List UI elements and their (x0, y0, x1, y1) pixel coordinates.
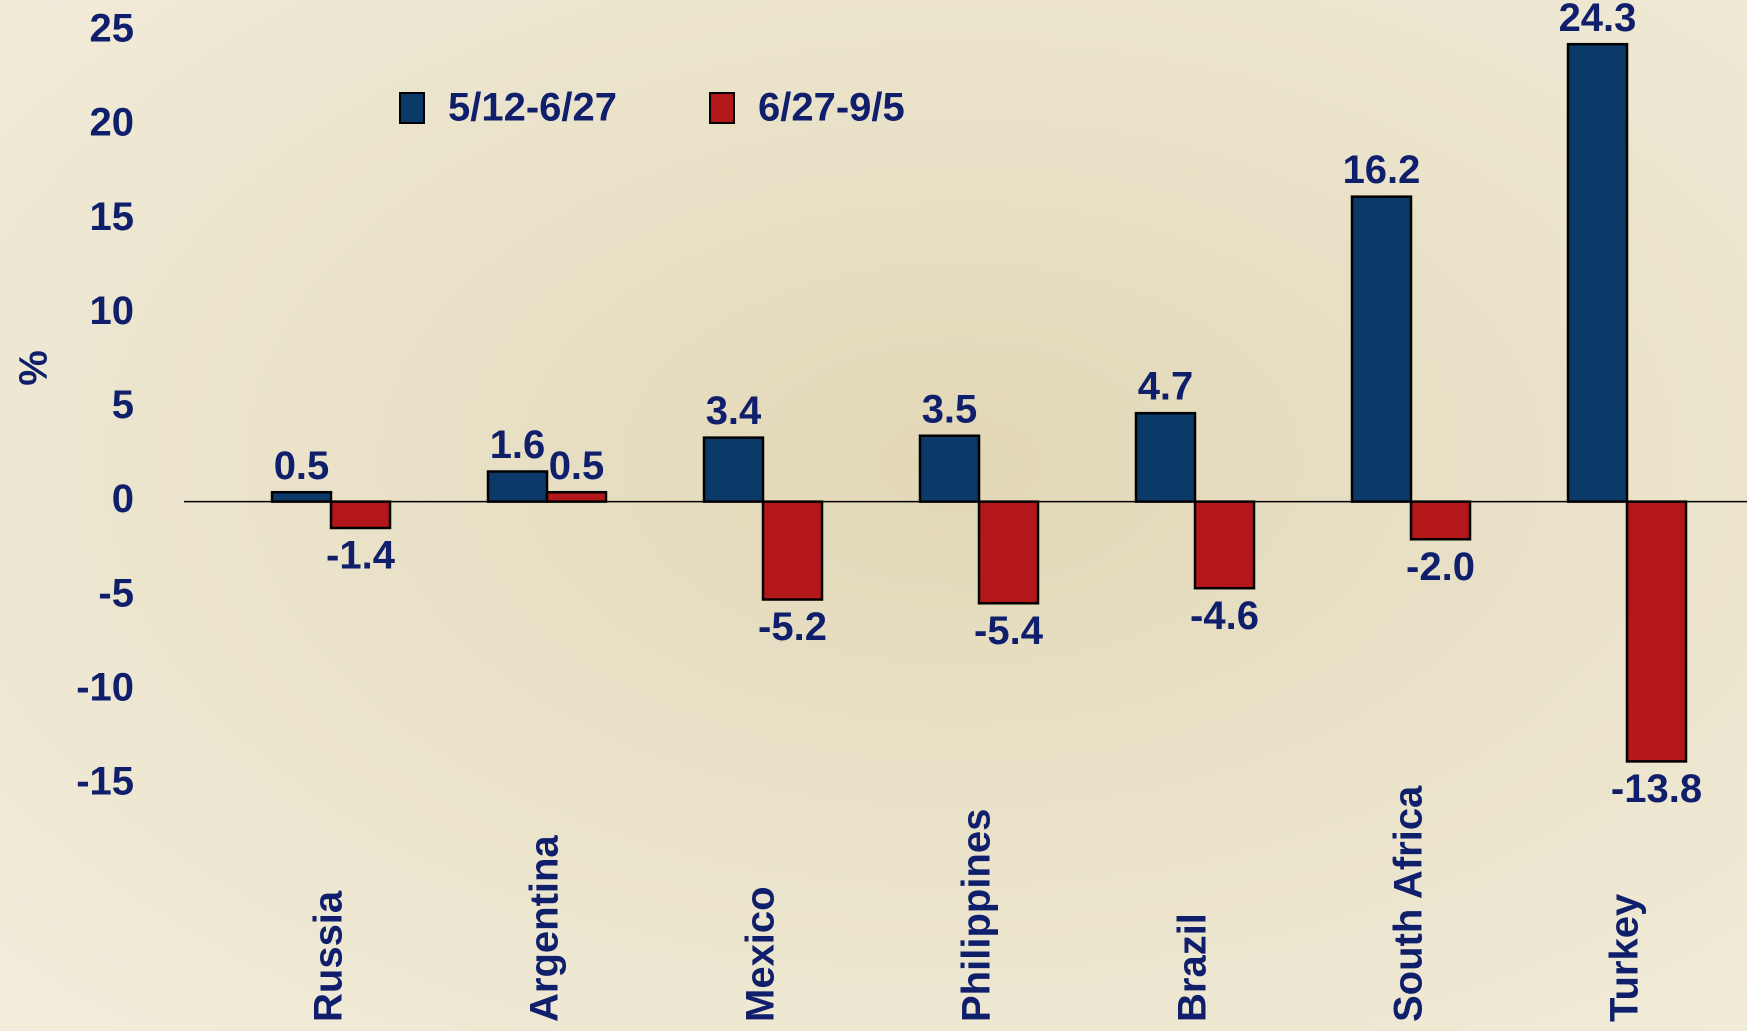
legend-swatch (710, 93, 734, 123)
value-label: -1.4 (326, 534, 396, 578)
bar (1568, 44, 1627, 501)
value-label: 0.5 (274, 444, 330, 488)
bar (920, 436, 979, 502)
x-tick-label: Mexico (739, 886, 783, 1022)
bar (763, 502, 822, 600)
y-tick-label: -10 (76, 665, 134, 709)
value-label: -5.4 (974, 609, 1044, 653)
value-label: 3.4 (706, 389, 762, 433)
y-tick-label: 20 (90, 101, 135, 145)
bar (272, 492, 331, 501)
y-tick-label: 10 (90, 289, 135, 333)
bar (547, 492, 606, 501)
bar (331, 502, 390, 528)
value-label: -4.6 (1190, 594, 1259, 638)
bar (979, 502, 1038, 604)
y-tick-label: -5 (98, 571, 134, 615)
value-label: -2.0 (1406, 545, 1475, 589)
value-label: 3.5 (922, 387, 978, 431)
value-label: -13.8 (1611, 767, 1702, 811)
bar (1627, 502, 1686, 762)
value-label: 24.3 (1559, 0, 1637, 40)
x-tick-label: South Africa (1387, 785, 1431, 1022)
chart: % -15 -10 -5 0 5 10 15 20 25 5/12-6/27 6/27-9/5 Rus… (0, 0, 1747, 1031)
background (0, 0, 1747, 1031)
bar (1136, 413, 1195, 501)
legend-swatch (400, 93, 424, 123)
x-tick-label: Russia (307, 890, 351, 1022)
y-tick-label: -15 (76, 760, 134, 804)
value-label: 16.2 (1343, 148, 1421, 192)
value-label: -5.2 (758, 605, 827, 649)
x-tick-label: Turkey (1603, 893, 1647, 1022)
y-tick-label: 25 (90, 7, 135, 51)
bar (1195, 502, 1254, 589)
value-label: 0.5 (549, 444, 605, 488)
value-label: 1.6 (490, 423, 546, 467)
x-tick-label: Philippines (955, 809, 999, 1022)
bar (1352, 197, 1411, 502)
y-tick-label: 0 (112, 477, 134, 521)
value-label: 4.7 (1138, 365, 1194, 409)
bar (488, 472, 547, 502)
y-axis-label: % (12, 350, 56, 386)
legend-label: 6/27-9/5 (758, 86, 905, 130)
x-tick-label: Brazil (1171, 913, 1215, 1022)
y-tick-label: 15 (90, 195, 135, 239)
y-tick-label: 5 (112, 383, 134, 427)
bar (1411, 502, 1470, 540)
bar (704, 438, 763, 502)
x-tick-label: Argentina (523, 835, 567, 1022)
legend-label: 5/12-6/27 (448, 86, 617, 130)
